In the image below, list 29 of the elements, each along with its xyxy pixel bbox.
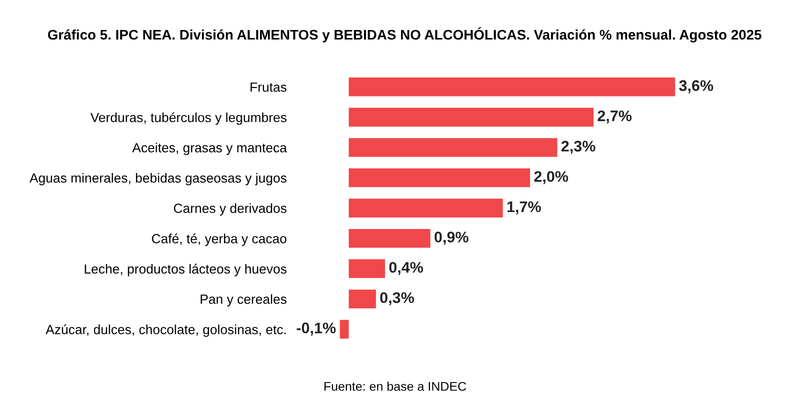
source-note: Fuente: en base a INDEC [324,382,466,391]
data-label: 0,9% [434,232,468,245]
y-tick-label: Carnes y derivados [174,203,286,216]
bar [348,168,530,188]
bar [348,78,676,96]
chart-title: Gráfico 5. IPC NEA. División ALIMENTOS y BEBIDAS NO ALCOHÓLICAS. Variación % mensual. Agosto 2025 [48,27,762,42]
bar [340,320,349,339]
y-tick-label: Pan y cereales [200,294,286,306]
y-tick-label: Aguas minerales, bebidas gaseosas y jugos [30,173,286,186]
bar [348,108,594,127]
data-label: 0,4% [389,262,424,275]
data-label: -0,1% [296,322,336,336]
data-label: 2,3% [561,140,596,154]
bar [348,138,558,157]
data-label: 3,6% [679,80,714,94]
y-tick-label: Leche, productos lácteos y huevos [84,264,286,276]
y-tick-label: Café, té, yerba y cacao [152,234,286,246]
data-label: 1,7% [507,201,541,214]
data-label: 2,7% [598,110,632,124]
y-tick-label: Verduras, tubérculos y legumbres [90,112,286,125]
y-tick-label: Azúcar, dulces, chocolate, golosinas, etc. [46,324,286,337]
bar [348,228,430,248]
bar [348,259,386,278]
data-label: 0,3% [380,292,414,306]
bar [348,198,503,218]
bar [348,290,376,308]
y-tick-label: Aceites, grasas y manteca [132,142,287,156]
y-tick-label: Frutas [250,82,286,92]
data-label: 2,0% [534,171,568,184]
